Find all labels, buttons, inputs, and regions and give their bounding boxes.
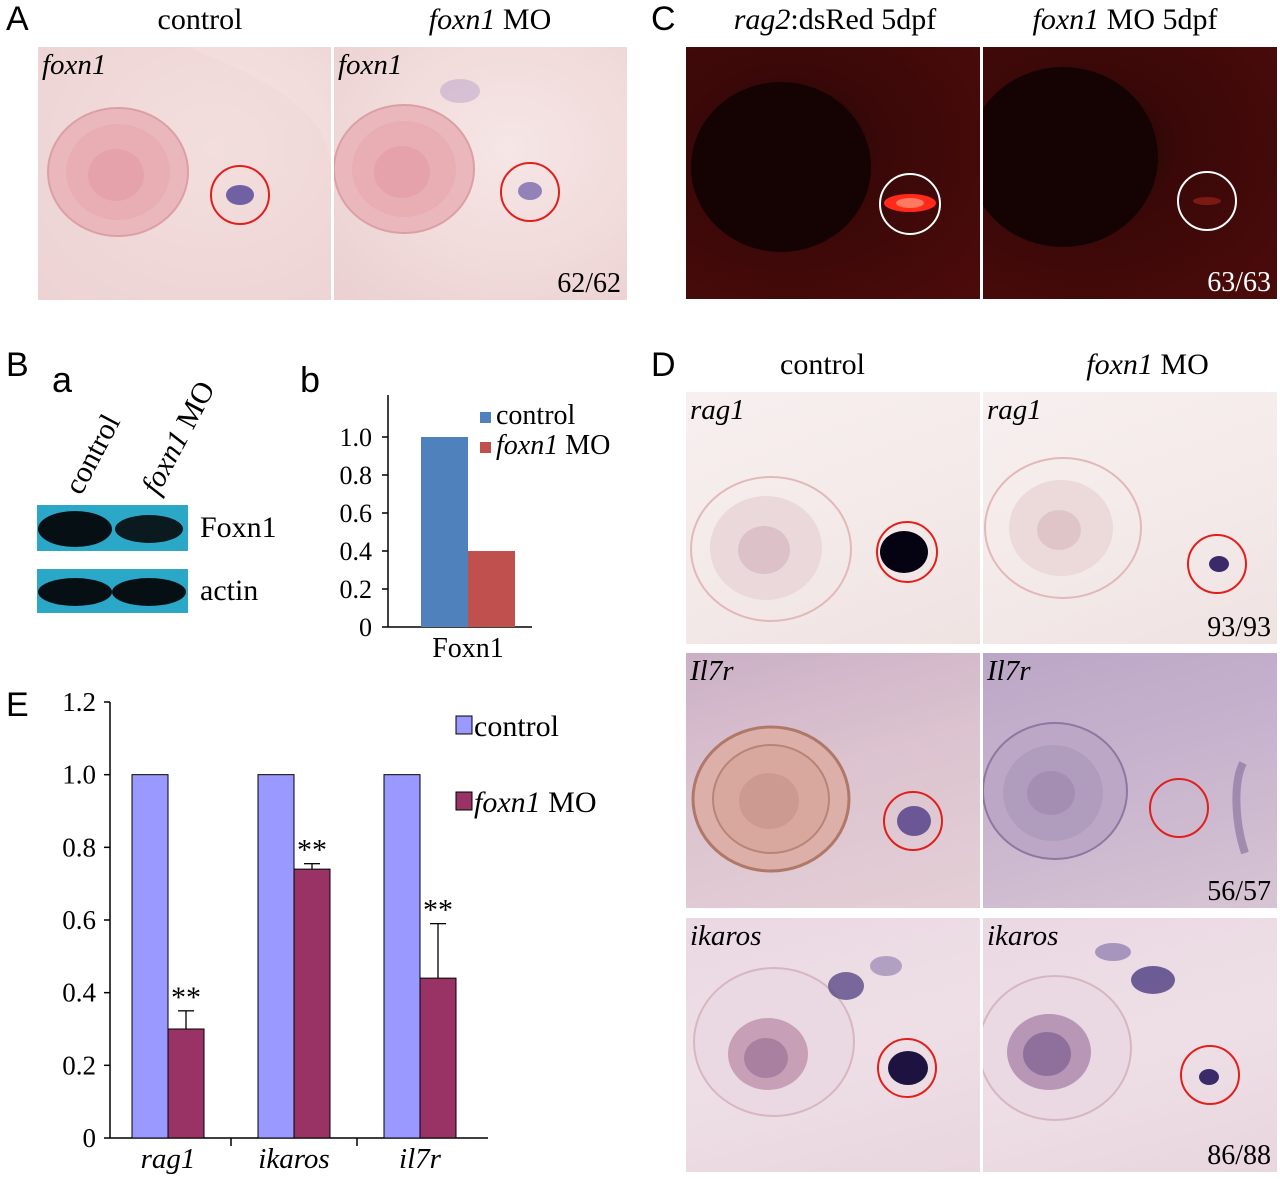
panel-d-image-label: rag1: [690, 394, 745, 426]
y-tick-label: 0.6: [62, 905, 96, 935]
x-category-label: rag1: [141, 1143, 196, 1175]
bar-1-0: [257, 774, 295, 1139]
bar-1-1: [293, 868, 331, 1139]
legend-swatch: [455, 791, 473, 811]
panel-a-header-control: control: [157, 3, 243, 36]
panel-a-control-image: foxn1: [38, 47, 331, 300]
panel-a-letter: A: [6, 0, 29, 38]
panel-d-header-control: control: [780, 348, 865, 381]
y-tick-label: 0.8: [62, 832, 96, 862]
panel-a-image-label: foxn1: [338, 49, 403, 81]
panel-d-header-mo: foxn1 MO: [1086, 348, 1209, 381]
significance-mark: **: [297, 834, 327, 867]
chart-e: 0 0.2 0.4 0.6 0.8 1.0 1.2 ** rag1 ** ikaros ** il7r c…: [62, 687, 597, 1175]
panel-a-header-mo: foxn1 MO: [428, 3, 552, 36]
panel-c-mo-image: 63/63: [983, 47, 1277, 299]
legend-label: control: [474, 710, 559, 743]
panel-d-ikaros-mo-image: ikaros 86/88: [983, 918, 1277, 1172]
y-tick-label: 0.8: [340, 461, 373, 490]
legend-swatch: [455, 715, 473, 735]
y-tick-label: 0: [83, 1123, 97, 1153]
panel-c-letter: C: [651, 0, 676, 38]
y-tick-label: 0.2: [340, 575, 373, 604]
significance-mark: **: [423, 894, 453, 927]
panel-c-header-rag2: rag2:dsRed 5dpf: [733, 3, 937, 36]
x-category-label: Foxn1: [432, 633, 504, 664]
legend-swatch: [480, 442, 491, 453]
panel-b-sub-b: b: [300, 359, 321, 400]
panel-e-letter: E: [6, 686, 29, 724]
panel-d-count: 93/93: [1207, 612, 1271, 643]
panel-d-rag1-control-image: rag1: [686, 392, 980, 644]
x-category-label: ikaros: [258, 1143, 329, 1175]
legend-label: control: [496, 400, 576, 431]
panel-c-header-mo: foxn1 MO 5dpf: [1032, 3, 1218, 36]
y-tick-label: 0.4: [340, 537, 373, 566]
panel-d-count: 86/88: [1207, 1140, 1271, 1171]
blot-strip-foxn1: [37, 505, 188, 551]
y-tick-label: 1.0: [62, 760, 96, 790]
bar-1: [468, 551, 515, 627]
y-tick-label: 1.2: [62, 687, 96, 717]
bar-0-1: [167, 1028, 205, 1139]
panel-d-il7r-mo-image: Il7r 56/57: [983, 653, 1277, 908]
panel-d-ikaros-control-image: ikaros: [686, 918, 980, 1172]
panel-d-count: 56/57: [1207, 876, 1271, 907]
significance-mark: **: [171, 981, 201, 1014]
panel-d-image-label: rag1: [987, 394, 1042, 426]
panel-a-image-label: foxn1: [42, 49, 107, 81]
legend-swatch: [480, 412, 491, 423]
legend-label: foxn1 MO: [496, 430, 610, 461]
blot-band-label-foxn1: Foxn1: [200, 511, 277, 544]
panel-d-image-label: ikaros: [690, 920, 762, 952]
panel-d-rag1-mo-image: rag1 93/93: [983, 392, 1277, 644]
panel-b-letter: B: [6, 346, 29, 384]
y-tick-label: 0: [359, 613, 372, 642]
panel-b-sub-a: a: [52, 359, 73, 400]
panel-c-count: 63/63: [1207, 267, 1271, 298]
panel-d-image-label: ikaros: [987, 920, 1059, 952]
blot-strip-actin: [37, 569, 188, 613]
panel-d-letter: D: [651, 346, 676, 384]
bar-0: [421, 437, 468, 627]
y-tick-label: 1.0: [340, 423, 373, 452]
panel-a-mo-image: foxn1 62/62: [334, 47, 627, 300]
bar-0-0: [131, 774, 169, 1139]
bar-2-1: [419, 977, 457, 1139]
panel-d-image-label: Il7r: [987, 655, 1031, 687]
y-tick-label: 0.4: [62, 978, 96, 1008]
panel-a-count: 62/62: [557, 268, 621, 299]
legend-label: foxn1 MO: [474, 786, 597, 819]
y-tick-label: 0.2: [62, 1050, 96, 1080]
blot-band-label-actin: actin: [200, 574, 259, 607]
panel-d-il7r-control-image: Il7r: [686, 653, 980, 908]
bar-2-0: [383, 774, 421, 1139]
y-tick-label: 0.6: [340, 499, 373, 528]
panel-c-control-image: [686, 47, 980, 299]
panel-d-image-label: Il7r: [690, 655, 734, 687]
x-category-label: il7r: [399, 1143, 442, 1175]
